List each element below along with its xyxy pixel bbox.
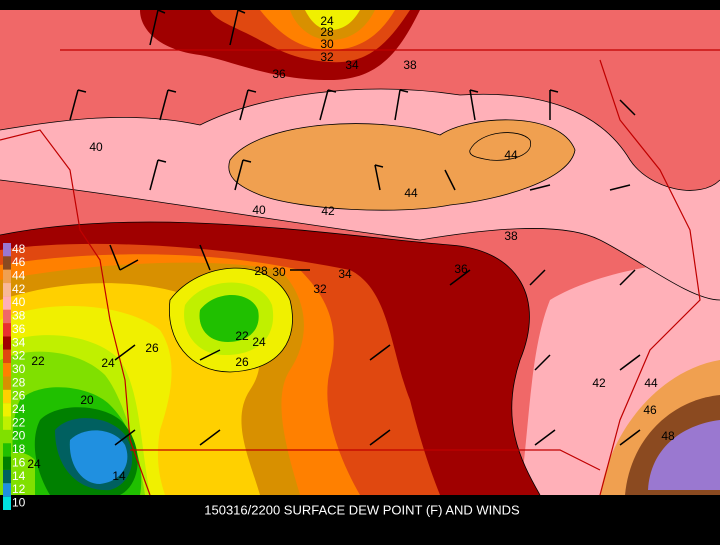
contour-label: 26 [145, 341, 159, 355]
contour-label: 22 [235, 329, 249, 343]
contour-label: 28 [320, 25, 334, 39]
legend-swatch [3, 456, 11, 470]
contour-label: 48 [661, 429, 675, 443]
legend-label: 28 [12, 375, 26, 389]
contour-label: 38 [504, 229, 518, 243]
legend-swatch [3, 296, 11, 310]
legend-swatch [3, 403, 11, 417]
state-borders [0, 49, 720, 496]
legend-label: 22 [12, 415, 26, 429]
contour-label: 30 [272, 265, 286, 279]
contour-label: 42 [592, 376, 606, 390]
contour-label: 44 [404, 186, 418, 200]
wind-barbs [69, 9, 641, 446]
legend-swatch [3, 469, 11, 484]
contour-label: 30 [320, 37, 334, 51]
barb-lines [69, 9, 641, 446]
legend-swatch [3, 349, 11, 364]
contour-label: 40 [252, 203, 266, 217]
map-field [0, 10, 720, 496]
legend-label: 16 [12, 455, 26, 469]
legend-swatch [3, 389, 11, 404]
contour-label: 20 [80, 393, 94, 407]
contour-label: 24 [27, 457, 41, 471]
legend-label: 42 [12, 282, 26, 296]
contour-label: 32 [320, 50, 334, 64]
contour-label: 36 [454, 262, 468, 276]
legend-swatch [3, 336, 11, 350]
contour-label: 28 [254, 264, 268, 278]
contour-label: 14 [112, 469, 126, 483]
contour-label: 34 [345, 58, 359, 72]
legend-label: 18 [12, 442, 26, 456]
legend-label: 40 [12, 295, 26, 309]
legend-swatch [3, 256, 11, 270]
legend-swatch [3, 323, 11, 337]
legend-label: 46 [12, 255, 26, 269]
contour-label: 22 [31, 354, 45, 368]
contour-label: 38 [403, 58, 417, 72]
contour-label: 24 [101, 356, 115, 370]
legend-swatch [3, 443, 11, 457]
legend-label: 44 [12, 269, 26, 283]
legend-label: 26 [12, 389, 26, 403]
legend-swatch [3, 416, 11, 430]
contour-label: 34 [338, 267, 352, 281]
legend-label: 48 [12, 242, 26, 256]
contour-label: 26 [235, 355, 249, 369]
legend-swatch [3, 376, 11, 390]
contour-label: 46 [643, 403, 657, 417]
contour-label: 44 [504, 148, 518, 162]
map-title: 150316/2200 SURFACE DEW POINT (F) AND WI… [204, 502, 520, 517]
legend-label: 14 [12, 469, 26, 483]
legend-label: 38 [12, 309, 26, 323]
legend-swatch [3, 429, 11, 444]
legend-swatch [3, 363, 11, 377]
legend-swatch [3, 269, 11, 284]
legend-swatch [3, 243, 11, 257]
contour-label: 40 [89, 140, 103, 154]
contour-label: 42 [321, 204, 335, 218]
legend-swatch [3, 283, 11, 297]
contour-label: 24 [320, 14, 334, 28]
legend-swatch [3, 309, 11, 324]
contour-label: 24 [252, 335, 266, 349]
legend-label: 24 [12, 402, 26, 416]
legend-swatch [3, 483, 11, 497]
legend-label: 36 [12, 322, 26, 336]
legend-label: 12 [12, 482, 26, 496]
legend-label: 32 [12, 349, 26, 363]
legend-swatch [3, 496, 11, 510]
legend-label: 34 [12, 335, 26, 349]
contour-label: 44 [644, 376, 658, 390]
legend-label: 30 [12, 362, 26, 376]
legend-label: 20 [12, 429, 26, 443]
contour-label: 32 [313, 282, 327, 296]
contour-label: 36 [272, 67, 286, 81]
legend-label: 10 [12, 495, 26, 509]
